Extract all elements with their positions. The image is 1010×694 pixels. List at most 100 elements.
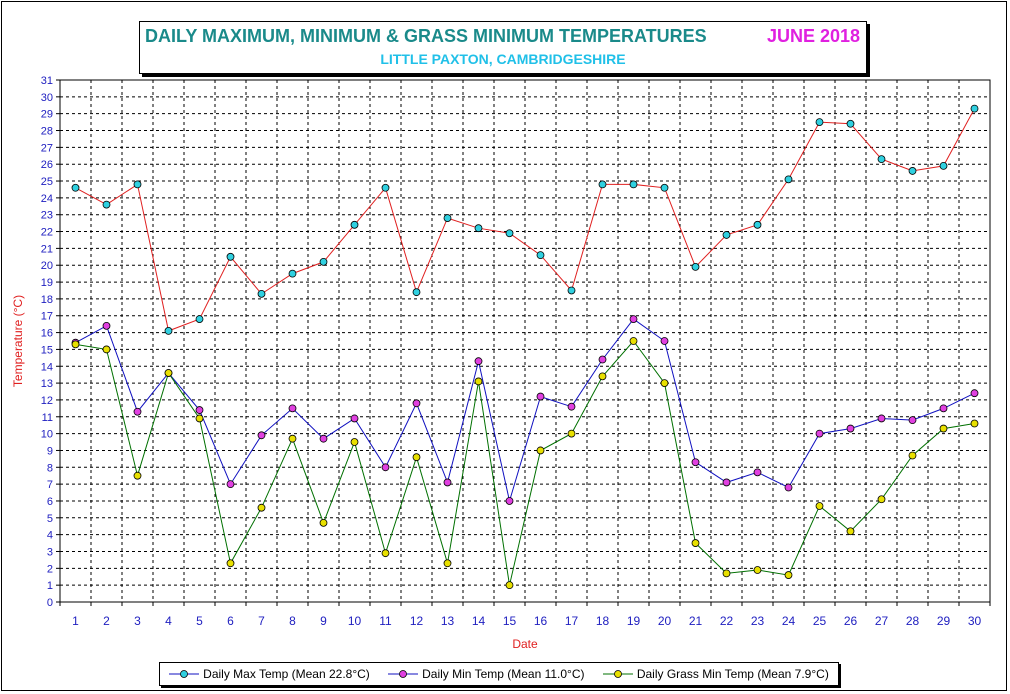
- x-tick-label: 8: [289, 614, 296, 628]
- data-point: [846, 424, 855, 433]
- data-point: [226, 559, 235, 568]
- data-point: [815, 502, 824, 510]
- data-point: [815, 118, 824, 126]
- data-point: [536, 392, 545, 401]
- title-box: DAILY MAXIMUM, MINIMUM & GRASS MINIMUM T…: [139, 21, 867, 74]
- data-point: [722, 478, 731, 487]
- y-tick-label: 3: [47, 546, 53, 558]
- data-point: [784, 175, 793, 184]
- legend: Daily Max Temp (Mean 22.8°C) Daily Min T…: [159, 662, 839, 686]
- x-tick-label: 10: [348, 614, 362, 628]
- data-point: [288, 434, 297, 443]
- data-point: [908, 416, 917, 425]
- y-tick-label: 27: [41, 142, 53, 154]
- series-line: [75, 318, 975, 503]
- series-0: [75, 108, 975, 332]
- data-point: [319, 434, 328, 443]
- data-point: [443, 478, 452, 487]
- data-point: [970, 389, 979, 398]
- y-tick-label: 21: [41, 243, 53, 255]
- x-tick-label: 25: [813, 614, 827, 628]
- data-point: [598, 180, 607, 189]
- data-point: [412, 399, 421, 408]
- data-point: [474, 224, 483, 233]
- x-tick-label: 14: [472, 614, 486, 628]
- data-point: [381, 549, 390, 558]
- data-point: [753, 566, 762, 574]
- y-tick-label: 1: [47, 580, 53, 592]
- data-point: [71, 340, 80, 349]
- y-tick-label: 24: [41, 193, 53, 205]
- series-lines: [71, 104, 979, 590]
- y-axis-title: Temperature (°C): [11, 295, 25, 387]
- x-tick-label: 5: [196, 614, 203, 628]
- y-tick-label: 30: [41, 92, 53, 104]
- x-tick-label: 7: [258, 614, 265, 628]
- data-point: [939, 404, 948, 413]
- x-tick-label: 23: [751, 614, 765, 628]
- x-tick-label: 13: [441, 614, 455, 628]
- y-tick-label: 18: [41, 294, 53, 306]
- data-point: [691, 263, 700, 271]
- data-point: [412, 453, 421, 462]
- data-point: [908, 167, 917, 175]
- x-tick-label: 17: [565, 614, 579, 628]
- data-point: [536, 251, 545, 260]
- series-1: [75, 318, 975, 503]
- data-point: [846, 119, 855, 128]
- x-tick-label: 2: [103, 614, 110, 628]
- x-tick-label: 20: [658, 614, 672, 628]
- legend-label-max: Daily Max Temp (Mean 22.8°C): [203, 667, 370, 681]
- data-point: [257, 431, 266, 440]
- y-tick-label: 25: [41, 176, 53, 188]
- y-tick-labels: 0123456789101112131415161718192021222324…: [41, 75, 60, 609]
- data-point: [381, 463, 390, 472]
- y-tick-label: 8: [47, 462, 53, 474]
- y-tick-label: 5: [47, 513, 53, 525]
- chart-subtitle: LITTLE PAXTON, CAMBRIDGESHIRE: [380, 51, 626, 67]
- data-point: [722, 231, 731, 239]
- data-point: [257, 289, 266, 298]
- x-tick-label: 4: [165, 614, 172, 628]
- data-point: [629, 180, 638, 189]
- x-tick-label: 21: [689, 614, 703, 628]
- legend-item-grass: Daily Grass Min Temp (Mean 7.9°C): [602, 667, 829, 681]
- data-point: [381, 183, 390, 192]
- data-point: [505, 581, 514, 590]
- data-point: [319, 257, 328, 266]
- y-tick-label: 10: [41, 429, 53, 441]
- series-line: [75, 340, 975, 586]
- x-tick-label: 28: [906, 614, 920, 628]
- data-point: [877, 155, 886, 164]
- y-tick-label: 14: [41, 361, 53, 373]
- x-tick-label: 27: [875, 614, 889, 628]
- y-tick-label: 16: [41, 328, 53, 340]
- x-tick-label: 22: [720, 614, 734, 628]
- x-tick-label: 6: [227, 614, 234, 628]
- data-point: [71, 183, 80, 192]
- chart-title: DAILY MAXIMUM, MINIMUM & GRASS MINIMUM T…: [145, 26, 707, 46]
- y-tick-label: 31: [41, 75, 53, 87]
- x-tick-label: 24: [782, 614, 796, 628]
- data-point: [474, 357, 483, 366]
- y-tick-label: 28: [41, 126, 53, 138]
- x-tick-label: 19: [627, 614, 641, 628]
- y-tick-label: 26: [41, 159, 53, 171]
- data-point: [691, 539, 700, 547]
- data-point: [877, 414, 886, 423]
- y-tick-label: 7: [47, 479, 53, 491]
- data-point: [102, 321, 111, 330]
- x-tick-label: 18: [596, 614, 610, 628]
- x-tick-label: 9: [320, 614, 327, 628]
- data-point: [784, 571, 793, 579]
- x-tick-label: 11: [379, 614, 392, 628]
- y-tick-label: 29: [41, 109, 53, 121]
- data-point: [846, 527, 855, 536]
- legend-label-min: Daily Min Temp (Mean 11.0°C): [422, 667, 585, 681]
- data-point: [939, 161, 948, 170]
- legend-item-min: Daily Min Temp (Mean 11.0°C): [388, 667, 585, 681]
- data-point: [567, 286, 576, 295]
- y-tick-label: 15: [41, 344, 53, 356]
